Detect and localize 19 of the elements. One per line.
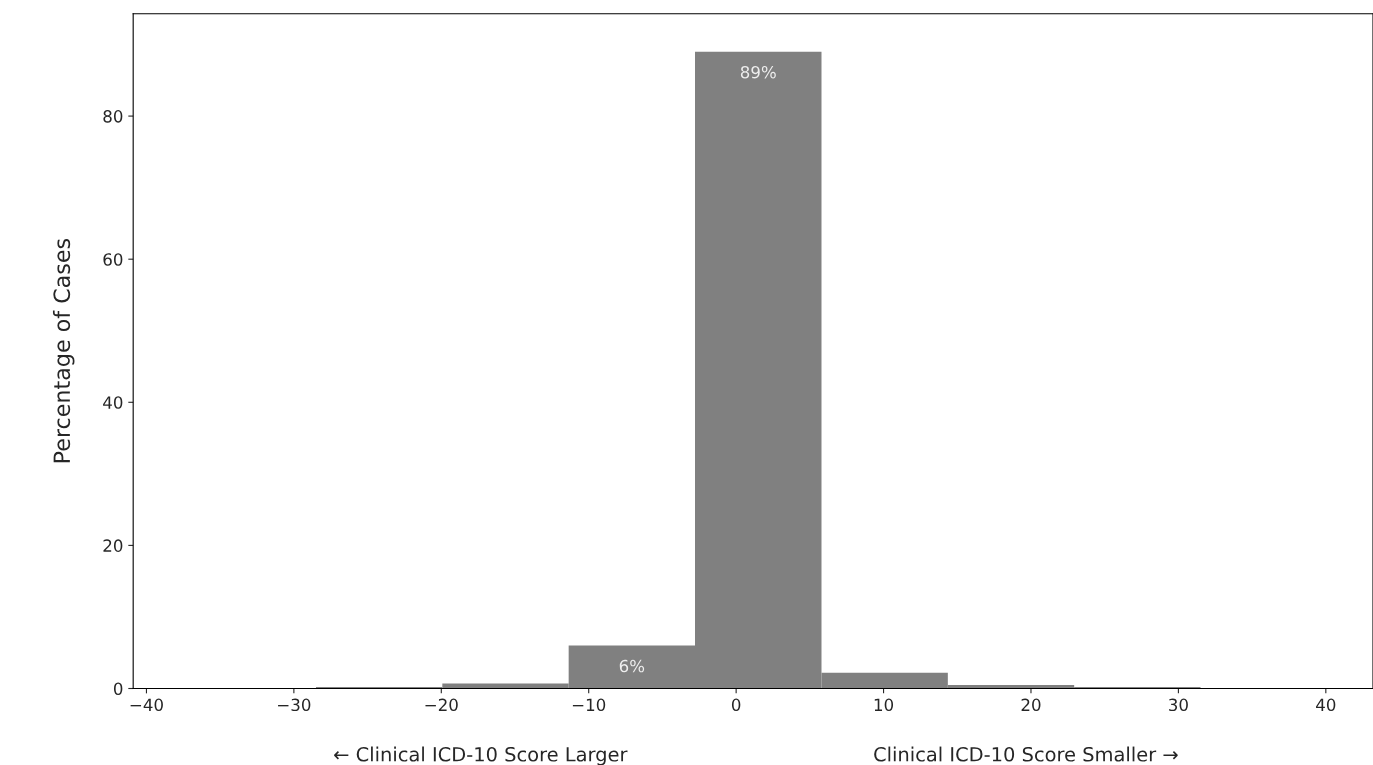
x-tick-label: −30 <box>278 698 311 712</box>
x-tick-label: −40 <box>130 698 163 712</box>
x-tick-label: 40 <box>1316 698 1336 712</box>
y-axis-title: Percentage of Cases <box>52 238 75 463</box>
x-tick-label: −20 <box>425 698 458 712</box>
y-tick-label: 60 <box>103 253 123 266</box>
y-tick-label: 80 <box>103 110 123 123</box>
x-tick-label: 20 <box>1021 698 1041 712</box>
data-label: 89% <box>740 65 776 79</box>
y-tick-label: 0 <box>113 682 123 696</box>
y-tick-label: 20 <box>103 539 123 552</box>
data-label: 6% <box>619 659 645 673</box>
x-tick-label: 0 <box>731 698 741 712</box>
x-tick-label: 10 <box>874 698 894 712</box>
text: ← Clinical ICD-10 Score Larger <box>334 746 628 765</box>
y-tick-label: 40 <box>103 396 123 409</box>
x-tick-label: −10 <box>572 698 606 712</box>
text: Clinical ICD-10 Score Smaller → <box>874 746 1178 762</box>
x-tick-label: 30 <box>1169 698 1188 712</box>
